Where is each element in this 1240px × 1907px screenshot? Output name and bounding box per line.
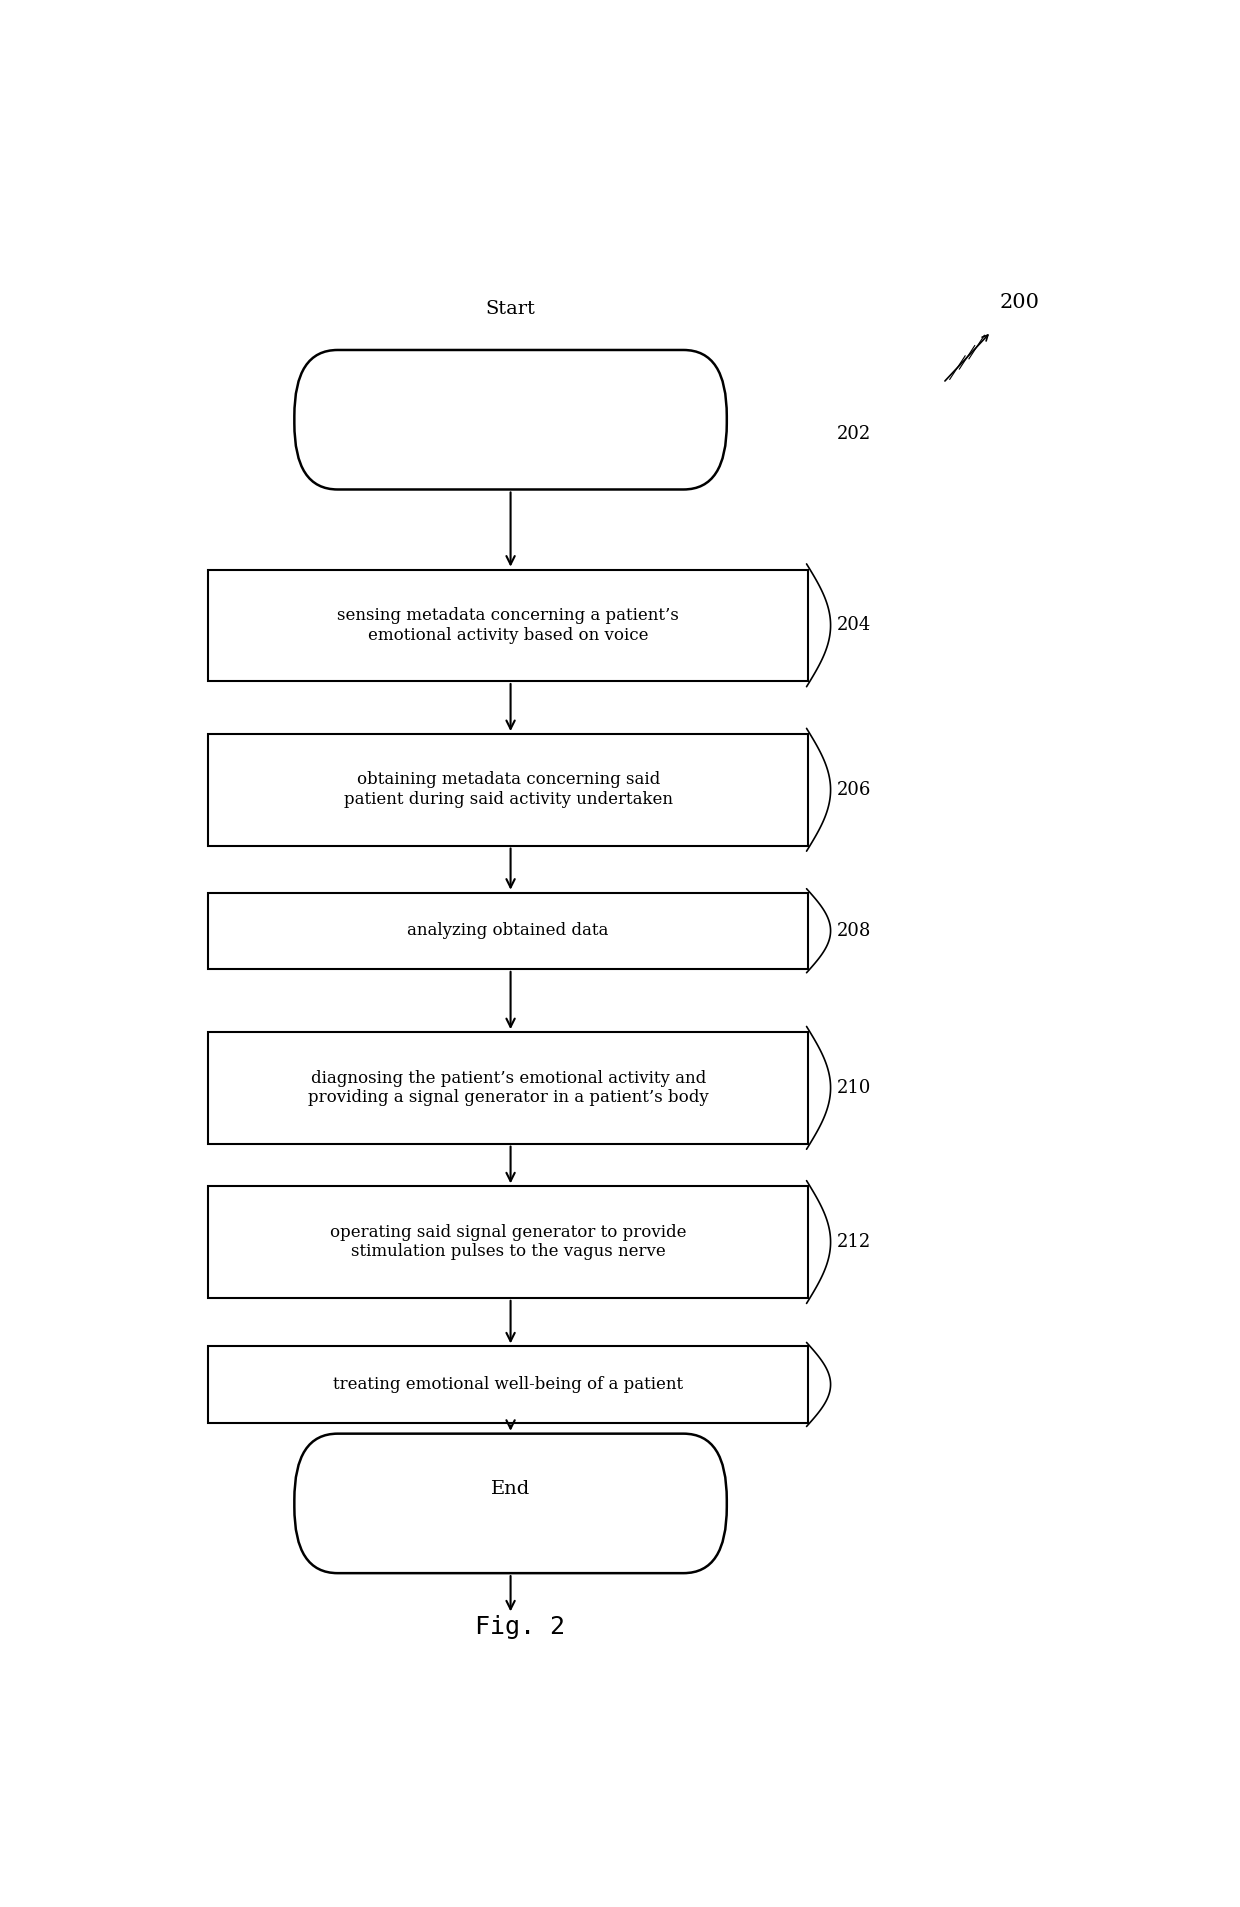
Text: 212: 212	[837, 1234, 872, 1251]
Text: End: End	[491, 1480, 531, 1497]
FancyBboxPatch shape	[208, 1346, 808, 1423]
FancyBboxPatch shape	[208, 1032, 808, 1144]
Text: 202: 202	[837, 425, 872, 442]
Text: 206: 206	[837, 780, 872, 799]
FancyBboxPatch shape	[294, 351, 727, 490]
FancyBboxPatch shape	[294, 1434, 727, 1573]
Text: obtaining metadata concerning said
patient during said activity undertaken: obtaining metadata concerning said patie…	[343, 772, 672, 809]
FancyBboxPatch shape	[208, 892, 808, 969]
FancyBboxPatch shape	[208, 734, 808, 845]
Text: 208: 208	[837, 921, 872, 940]
Text: 200: 200	[999, 294, 1040, 311]
Text: Fig. 2: Fig. 2	[475, 1615, 565, 1638]
FancyBboxPatch shape	[208, 570, 808, 681]
Text: operating said signal generator to provide
stimulation pulses to the vagus nerve: operating said signal generator to provi…	[330, 1224, 687, 1261]
Text: 204: 204	[837, 616, 872, 635]
Text: diagnosing the patient’s emotional activity and
providing a signal generator in : diagnosing the patient’s emotional activ…	[308, 1070, 708, 1106]
Text: 210: 210	[837, 1079, 872, 1097]
Text: sensing metadata concerning a patient’s
emotional activity based on voice: sensing metadata concerning a patient’s …	[337, 606, 680, 643]
FancyBboxPatch shape	[208, 1186, 808, 1299]
Text: analyzing obtained data: analyzing obtained data	[408, 923, 609, 940]
Text: Start: Start	[486, 299, 536, 318]
Text: treating emotional well-being of a patient: treating emotional well-being of a patie…	[334, 1377, 683, 1392]
